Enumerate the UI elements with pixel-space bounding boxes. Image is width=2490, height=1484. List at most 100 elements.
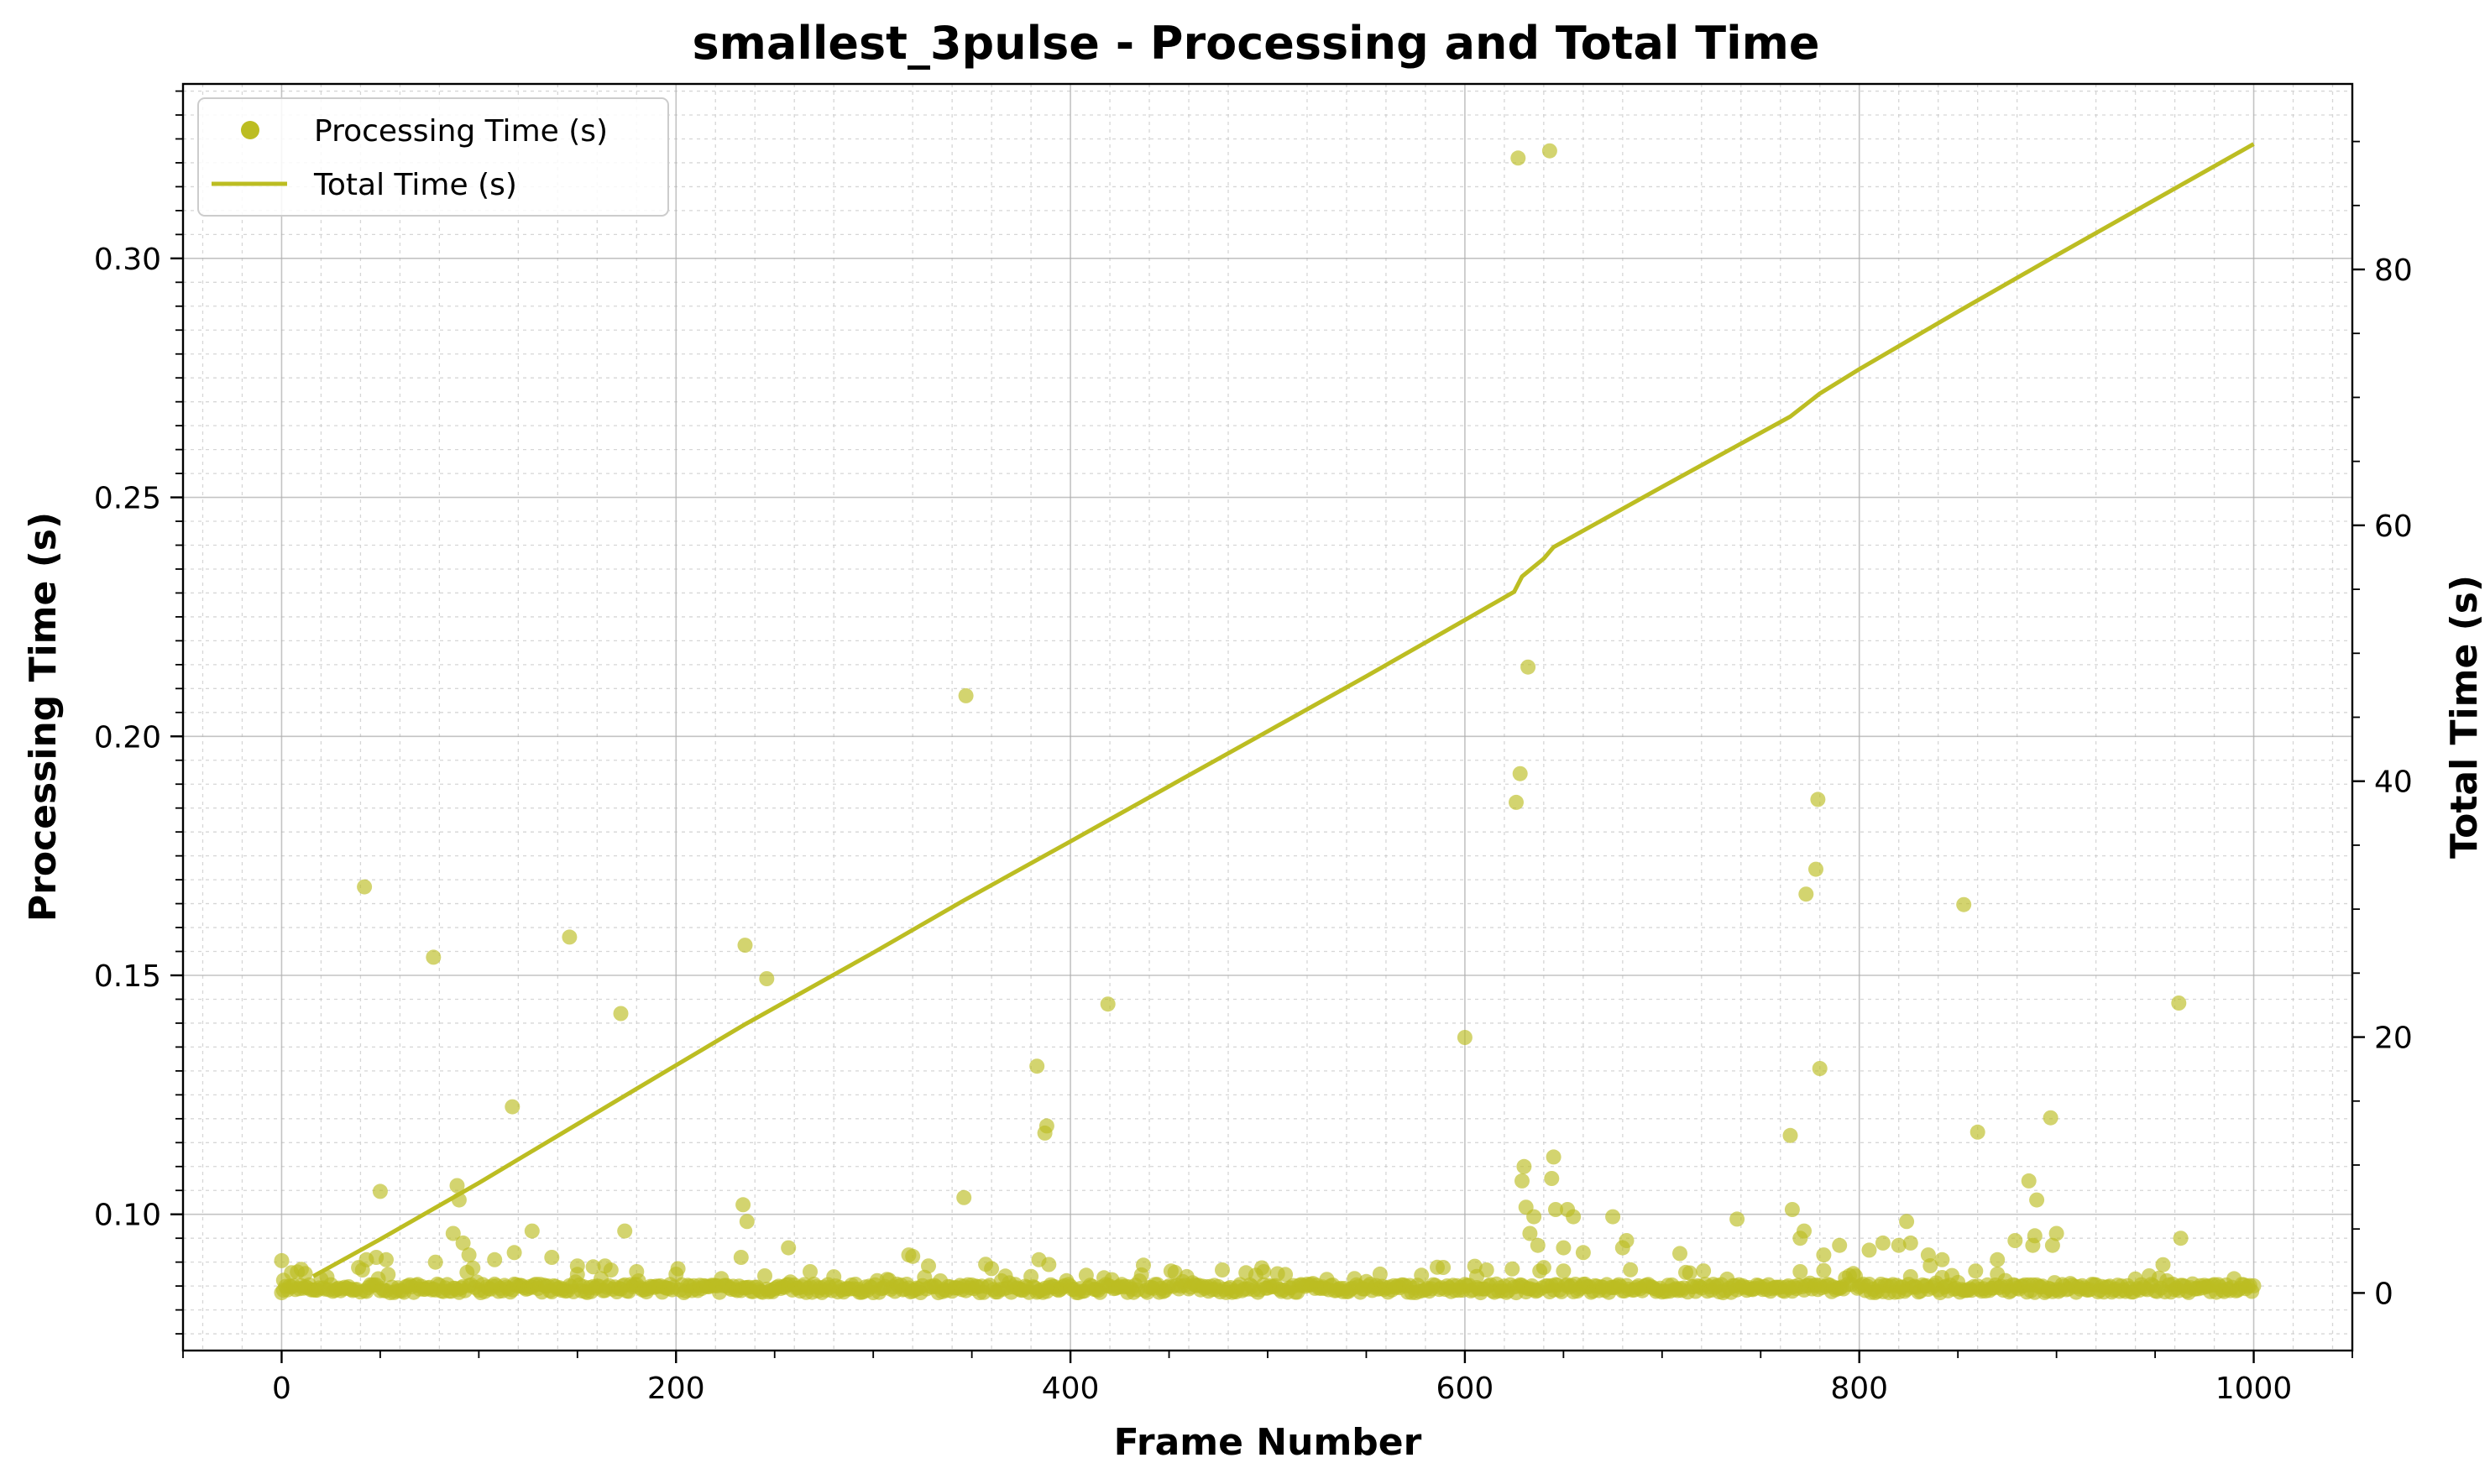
processing-point — [737, 938, 753, 954]
x-tick-label: 600 — [1436, 1372, 1494, 1406]
processing-point — [357, 879, 373, 895]
processing-point — [585, 1259, 601, 1275]
processing-point — [1810, 792, 1826, 807]
processing-point — [1136, 1257, 1151, 1273]
processing-point — [1816, 1262, 1832, 1278]
processing-point — [629, 1264, 645, 1279]
x-tick-label: 800 — [1830, 1372, 1888, 1406]
grid — [183, 84, 2352, 1351]
processing-point — [465, 1260, 481, 1276]
processing-point — [1256, 1264, 1272, 1279]
processing-point — [1469, 1268, 1484, 1284]
processing-point — [1509, 794, 1524, 810]
processing-point — [1541, 143, 1557, 159]
processing-point — [1535, 1260, 1551, 1276]
processing-point — [562, 929, 578, 945]
processing-point — [757, 1268, 772, 1283]
processing-point — [379, 1251, 394, 1267]
processing-point — [524, 1223, 540, 1239]
processing-point — [1861, 1242, 1877, 1258]
y-tick-label: 0.25 — [94, 482, 161, 516]
processing-point — [1623, 1262, 1639, 1278]
processing-point — [1548, 1202, 1563, 1217]
processing-point — [2173, 1231, 2189, 1246]
y-tick-label: 0.30 — [94, 243, 161, 277]
legend-label-processing: Processing Time (s) — [314, 114, 608, 149]
processing-point — [1899, 1214, 1915, 1230]
processing-point — [1546, 1149, 1561, 1165]
processing-point — [1504, 1261, 1520, 1277]
processing-point — [1457, 1030, 1473, 1045]
processing-point — [958, 687, 974, 703]
legend-box — [197, 97, 669, 217]
x-tick-label: 0 — [272, 1372, 291, 1406]
processing-point — [617, 1223, 633, 1239]
processing-point — [1512, 766, 1528, 781]
processing-point — [2007, 1233, 2023, 1248]
processing-point — [1516, 1158, 1532, 1174]
processing-point — [1278, 1267, 1294, 1283]
y2-tick-label: 20 — [2374, 1022, 2413, 1056]
chart-title: smallest_3pulse - Processing and Total T… — [693, 17, 1820, 70]
y2-tick-label: 0 — [2374, 1277, 2393, 1311]
processing-point — [1797, 1223, 1812, 1239]
x-axis: 0 200 400 600 800 1000 — [182, 1351, 2353, 1406]
y2-tick-label: 80 — [2374, 253, 2413, 288]
processing-point — [1956, 896, 1972, 912]
processing-point — [1682, 1265, 1697, 1281]
processing-point — [1784, 1202, 1800, 1217]
processing-point — [1566, 1209, 1582, 1225]
processing-point — [1729, 1211, 1745, 1227]
processing-point — [2048, 1225, 2064, 1241]
processing-point — [544, 1250, 560, 1265]
legend-label-total: Total Time (s) — [313, 168, 517, 202]
processing-point — [487, 1251, 503, 1267]
processing-point — [1970, 1124, 1985, 1140]
processing-point — [1812, 1061, 1828, 1076]
processing-point — [2246, 1278, 2262, 1293]
processing-point — [1215, 1262, 1230, 1278]
processing-point — [2155, 1257, 2171, 1272]
processing-point — [1672, 1246, 1687, 1262]
processing-point — [613, 1006, 629, 1022]
processing-point — [1792, 1264, 1808, 1279]
processing-point — [1798, 886, 1814, 902]
processing-point — [1556, 1263, 1572, 1279]
x-axis-label: Frame Number — [1114, 1421, 1422, 1464]
processing-point — [739, 1214, 755, 1230]
processing-point — [984, 1261, 1000, 1277]
x-tick-label: 400 — [1042, 1372, 1100, 1406]
y-axis-left: 0.10 0.15 0.20 0.25 0.30 — [94, 90, 183, 1335]
processing-point — [445, 1225, 461, 1241]
processing-point — [1832, 1237, 1848, 1253]
processing-point — [451, 1192, 467, 1208]
processing-point — [297, 1266, 313, 1282]
y-tick-label: 0.15 — [94, 959, 161, 994]
y2-axis-label: Total Time (s) — [2443, 575, 2486, 859]
processing-point — [274, 1252, 290, 1268]
total-time-line — [311, 142, 2255, 1278]
processing-point — [1436, 1260, 1452, 1275]
processing-point — [781, 1240, 797, 1256]
processing-point — [1968, 1263, 1984, 1279]
processing-point — [2043, 1110, 2058, 1126]
processing-point — [427, 1254, 443, 1270]
processing-point — [1526, 1209, 1542, 1225]
processing-point — [455, 1235, 471, 1251]
processing-point — [733, 1250, 749, 1265]
processing-point — [1696, 1263, 1712, 1279]
legend: Processing Time (s) Total Time (s) — [197, 97, 669, 217]
processing-point — [1372, 1266, 1388, 1282]
processing-point — [1891, 1237, 1907, 1253]
processing-point — [1816, 1247, 1832, 1263]
processing-point — [1808, 861, 1823, 877]
processing-point — [1029, 1058, 1045, 1074]
processing-point — [1619, 1233, 1635, 1248]
processing-point — [735, 1197, 751, 1213]
x-tick-label: 1000 — [2215, 1372, 2293, 1406]
processing-point — [1414, 1267, 1430, 1283]
processing-point — [1520, 659, 1536, 675]
processing-point — [569, 1258, 585, 1274]
processing-point — [921, 1258, 936, 1274]
